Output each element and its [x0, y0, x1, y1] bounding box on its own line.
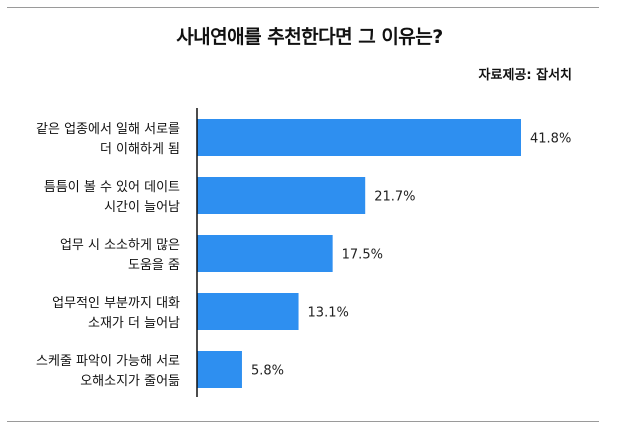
bottom-divider: [7, 421, 599, 422]
bar-2: [197, 177, 366, 214]
category-label-line: 같은 업종에서 일해 서로를: [36, 122, 180, 137]
category-label-line: 업무적인 부분까지 대화: [52, 296, 180, 311]
value-label-1: 41.8%: [530, 132, 571, 147]
value-label-2: 21.7%: [374, 190, 415, 205]
category-label-line: 틈틈이 볼 수 있어 데이트: [44, 180, 180, 195]
category-label-line: 시간이 늘어남: [104, 200, 180, 215]
category-label-line: 더 이해하게 됨: [100, 142, 180, 157]
bars-group: [197, 119, 521, 388]
bar-1: [197, 119, 521, 156]
value-label-4: 13.1%: [308, 306, 349, 321]
category-label-line: 오해소지가 줄어듦: [80, 374, 180, 389]
chart-title: 사내연애를 추천한다면 그 이유는?: [176, 26, 443, 48]
source-credit: 자료제공: 잡서치: [478, 68, 572, 83]
value-labels-group: 41.8% 21.7% 17.5% 13.1% 5.8%: [251, 132, 571, 379]
bar-5: [197, 351, 242, 388]
top-divider: [7, 7, 599, 8]
bar-3: [197, 235, 333, 272]
category-label-line: 스케줄 파악이 가능해 서로: [36, 354, 180, 369]
value-label-3: 17.5%: [342, 248, 383, 263]
category-label-line: 소재가 더 늘어남: [88, 316, 180, 331]
bar-4: [197, 293, 299, 330]
category-label-line: 업무 시 소소하게 많은: [60, 238, 180, 253]
value-label-5: 5.8%: [251, 364, 284, 379]
category-label-line: 도움을 줌: [128, 258, 180, 273]
